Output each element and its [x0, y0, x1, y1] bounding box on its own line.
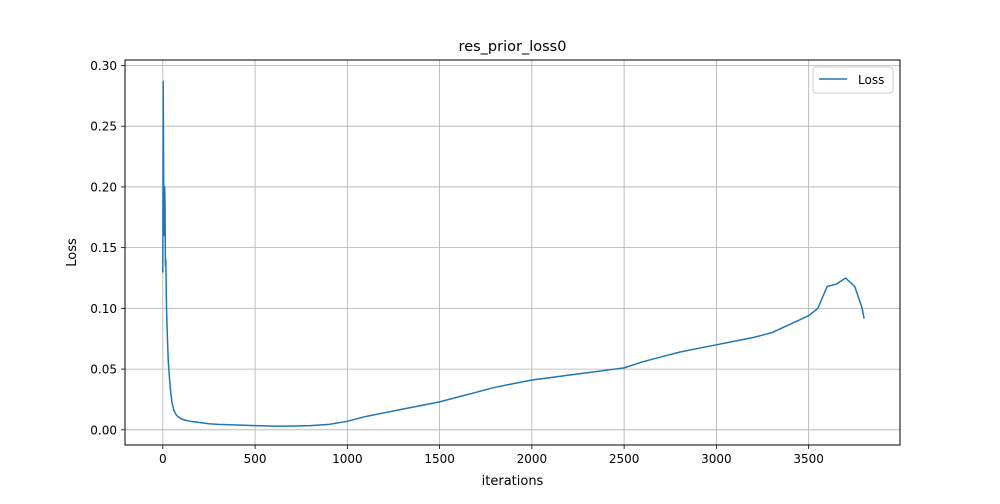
x-tick-label: 2000: [517, 452, 548, 466]
legend: Loss: [812, 66, 894, 94]
x-tick-label: 0: [159, 452, 167, 466]
x-tick-label: 2500: [609, 452, 640, 466]
y-tick-label: 0.10: [90, 302, 117, 316]
x-tick-label: 500: [244, 452, 267, 466]
y-tick-label: 0.05: [90, 363, 117, 377]
x-tick-label: 3000: [701, 452, 732, 466]
x-tick-label: 3500: [793, 452, 824, 466]
x-tick-label: 1000: [332, 452, 363, 466]
y-tick-label: 0.00: [90, 423, 117, 437]
grid-lines: [125, 60, 900, 445]
plot-frame: [124, 59, 901, 446]
chart-title: res_prior_loss0: [459, 39, 567, 55]
y-axis-label: Loss: [65, 238, 80, 267]
x-tick-label: 1500: [424, 452, 455, 466]
y-tick-label: 0.25: [90, 120, 117, 134]
data-area: [162, 80, 865, 427]
legend-label: Loss: [858, 73, 884, 87]
x-axis-label: iterations: [482, 474, 544, 489]
axis-ticks: 0 500 1000 1500 2000 2500 3000 3500 0.00 0.05 0.10…: [90, 59, 824, 466]
legend-box: [812, 66, 894, 94]
series-line-loss: [162, 80, 865, 427]
y-tick-label: 0.30: [90, 59, 117, 73]
y-tick-label: 0.20: [90, 180, 117, 194]
y-tick-label: 0.15: [90, 241, 117, 255]
